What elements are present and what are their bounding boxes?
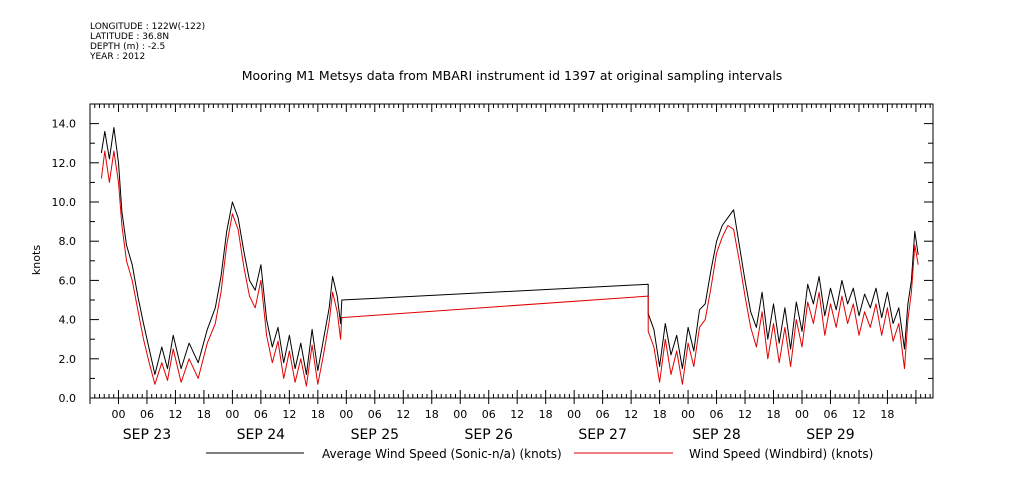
x-hour-label: 18 <box>653 408 667 421</box>
y-tick-label: 2.0 <box>59 353 77 366</box>
x-hour-label: 00 <box>225 408 239 421</box>
x-day-label: SEP 28 <box>692 427 740 443</box>
x-hour-label: 00 <box>681 408 695 421</box>
plot-frame <box>89 103 934 399</box>
x-hour-label: 06 <box>823 408 837 421</box>
x-hour-label: 06 <box>710 408 724 421</box>
x-day-label: SEP 29 <box>806 427 854 443</box>
x-hour-label: 06 <box>596 408 610 421</box>
x-hour-label: 06 <box>482 408 496 421</box>
series-layer <box>100 127 919 387</box>
x-day-label: SEP 23 <box>123 427 171 443</box>
x-hour-label: 00 <box>111 408 125 421</box>
x-hour-label: 00 <box>339 408 353 421</box>
x-hour-label: 12 <box>510 408 524 421</box>
y-tick-label: 14.0 <box>52 118 77 131</box>
x-hour-label: 06 <box>254 408 268 421</box>
x-hour-label: 12 <box>396 408 410 421</box>
x-hour-label: 18 <box>767 408 781 421</box>
x-hour-label: 12 <box>852 408 866 421</box>
x-hour-label: 00 <box>567 408 581 421</box>
x-hour-label: 18 <box>197 408 211 421</box>
x-hour-label: 12 <box>738 408 752 421</box>
chart-title: Mooring M1 Metsys data from MBARI instru… <box>242 68 783 83</box>
x-hour-label: 18 <box>311 408 325 421</box>
legend: Average Wind Speed (Sonic-n/a) (knots) W… <box>206 447 873 461</box>
y-tick-label: 6.0 <box>59 274 77 287</box>
x-hour-label: 18 <box>539 408 553 421</box>
series-line-average-wind <box>100 127 919 375</box>
y-tick-label: 0.0 <box>59 392 77 405</box>
legend-label-windbird: Wind Speed (Windbird) (knots) <box>689 447 873 461</box>
x-hour-label: 12 <box>168 408 182 421</box>
legend-label-average: Average Wind Speed (Sonic-n/a) (knots) <box>322 447 562 461</box>
y-tick-label: 12.0 <box>52 157 77 170</box>
x-hour-label: 18 <box>425 408 439 421</box>
x-hour-label: 12 <box>624 408 638 421</box>
x-axis: 00 06 12 18 00 06 12 18 00 06 12 18 00 06 12 18 00 06 12 18… <box>89 104 931 443</box>
x-day-label: SEP 26 <box>464 427 513 443</box>
y-axis-label: knots <box>30 245 43 275</box>
x-day-label: SEP 24 <box>237 427 286 443</box>
x-day-label: SEP 27 <box>578 427 626 443</box>
x-hour-label: 00 <box>795 408 809 421</box>
y-tick-label: 8.0 <box>59 235 77 248</box>
depth-label: DEPTH (m) : -2.5 <box>90 42 165 52</box>
longitude-label: LONGITUDE : 122W(-122) <box>90 22 205 32</box>
y-tick-label: 4.0 <box>59 314 77 327</box>
x-hour-label: 12 <box>282 408 296 421</box>
x-hour-label: 06 <box>368 408 382 421</box>
x-hour-label: 06 <box>140 408 154 421</box>
series-line-windbird <box>100 150 919 387</box>
y-axis: 0.0 2.0 4.0 6.0 8.0 10.0 12.0 14.0 <box>52 103 933 405</box>
y-tick-label: 10.0 <box>52 196 77 209</box>
x-day-label: SEP 25 <box>351 427 399 443</box>
x-hour-label: 18 <box>880 408 894 421</box>
latitude-label: LATITUDE : 36.8N <box>90 32 169 42</box>
x-hour-label: 00 <box>453 408 467 421</box>
year-label: YEAR : 2012 <box>89 52 145 62</box>
